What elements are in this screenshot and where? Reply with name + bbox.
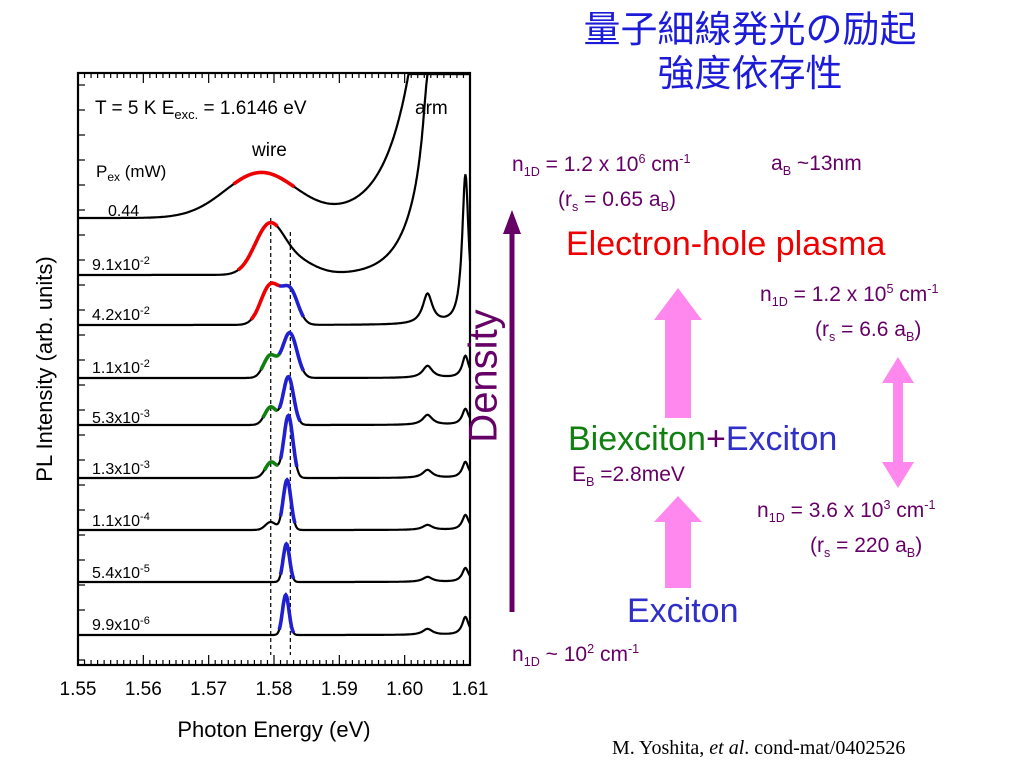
exciton-label: Exciton <box>725 420 838 458</box>
slide-title: 量子細線発光の励起 強度依存性 <box>500 8 1000 96</box>
highlight-segment <box>249 281 280 321</box>
series-label: 0.44 <box>108 203 139 220</box>
bottom-density-note: n1D ~ 102 cm-1 <box>512 642 640 670</box>
arm-label: arm <box>415 98 448 119</box>
series-label: 9.9x10-6 <box>92 615 150 634</box>
legend-header: Pex (mW) <box>96 162 166 184</box>
density-axis-arrow-head <box>503 210 521 234</box>
highlight-segment <box>259 352 281 371</box>
conditions-label: T = 5 K Eexc. = 1.6146 eV <box>95 98 307 122</box>
title-line-2: 強度依存性 <box>657 52 843 95</box>
series-label: 1.1x10-4 <box>92 511 150 530</box>
x-tick-label: 1.56 <box>125 679 162 700</box>
x-tick-label: 1.58 <box>256 679 293 700</box>
x-tick-label: 1.60 <box>386 679 423 700</box>
exciton-bottom-label: Exciton <box>627 592 739 630</box>
highlight-segment <box>278 283 305 318</box>
y-axis-label: PL Intensity (arb. units) <box>32 256 57 481</box>
wire-label: wire <box>251 140 287 161</box>
top-rs-note: (rs = 0.65 aB) <box>558 188 677 215</box>
highlight-segment <box>277 374 302 423</box>
plasma-label: Electron-hole plasma <box>566 225 886 263</box>
x-tick-label: 1.57 <box>190 679 227 700</box>
series-label: 1.3x10-3 <box>92 459 150 478</box>
mid-rs-note: (rs = 6.6 aB) <box>815 318 922 345</box>
highlight-segment <box>262 460 279 472</box>
arrow-to-plasma <box>654 288 702 418</box>
highlight-segment <box>261 405 278 419</box>
mid-density-note: n1D = 1.2 x 105 cm-1 <box>760 282 939 310</box>
top-density-note: n1D = 1.2 x 106 cm-1 <box>512 152 691 180</box>
density-label: Density <box>461 309 506 443</box>
series-label: 4.2x10-2 <box>92 305 150 324</box>
biexciton-exciton-label: Biexciton+Exciton <box>568 420 837 459</box>
spectrum-curve <box>78 593 471 637</box>
highlight-segment <box>277 592 296 634</box>
highlight-segment <box>236 220 279 272</box>
highlight-segment <box>278 541 296 580</box>
highlight-segment <box>278 477 297 524</box>
highlight-segment <box>277 330 306 372</box>
low-density-note: n1D = 3.6 x 103 cm-1 <box>757 498 936 526</box>
series-label: 1.1x10-2 <box>92 358 150 377</box>
double-arrow-density-range <box>882 357 914 488</box>
plus-sign: + <box>705 420 726 458</box>
spectrum-curve <box>78 478 471 532</box>
x-tick-label: 1.59 <box>321 679 358 700</box>
series-label: 5.4x10-5 <box>92 563 150 582</box>
spectrum-curve <box>78 542 471 584</box>
series-label: 5.3x10-3 <box>92 408 150 427</box>
x-axis-label: Photon Energy (eV) <box>177 717 370 742</box>
biexciton-label: Biexciton <box>568 420 706 458</box>
bohr-radius-note: aB ~13nm <box>771 152 862 179</box>
binding-energy-note: EB =2.8meV <box>572 463 685 490</box>
highlight-segment <box>232 170 296 189</box>
axis-ticks <box>77 73 471 665</box>
x-tick-label: 1.55 <box>60 679 97 700</box>
spectra-curves <box>78 72 472 637</box>
x-tick-labels: 1.55 1.56 1.57 1.58 1.59 1.60 1.61 <box>60 679 489 700</box>
pl-spectra-chart: 1.55 1.56 1.57 1.58 1.59 1.60 1.61 T = 5 K Eex… <box>32 71 489 742</box>
citation: M. Yoshita, et al. cond-mat/0402526 <box>612 737 906 759</box>
x-tick-label: 1.61 <box>452 679 489 700</box>
series-label: 9.1x10-2 <box>92 255 150 274</box>
series-labels: 0.44 9.1x10-2 4.2x10-2 1.1x10-2 5.3x10-3 1.3x… <box>92 203 150 634</box>
title-line-1: 量子細線発光の励起 <box>583 8 917 51</box>
highlight-segment <box>278 413 299 468</box>
arrow-to-biexciton <box>654 496 702 588</box>
low-rs-note: (rs = 220 aB) <box>810 534 923 561</box>
